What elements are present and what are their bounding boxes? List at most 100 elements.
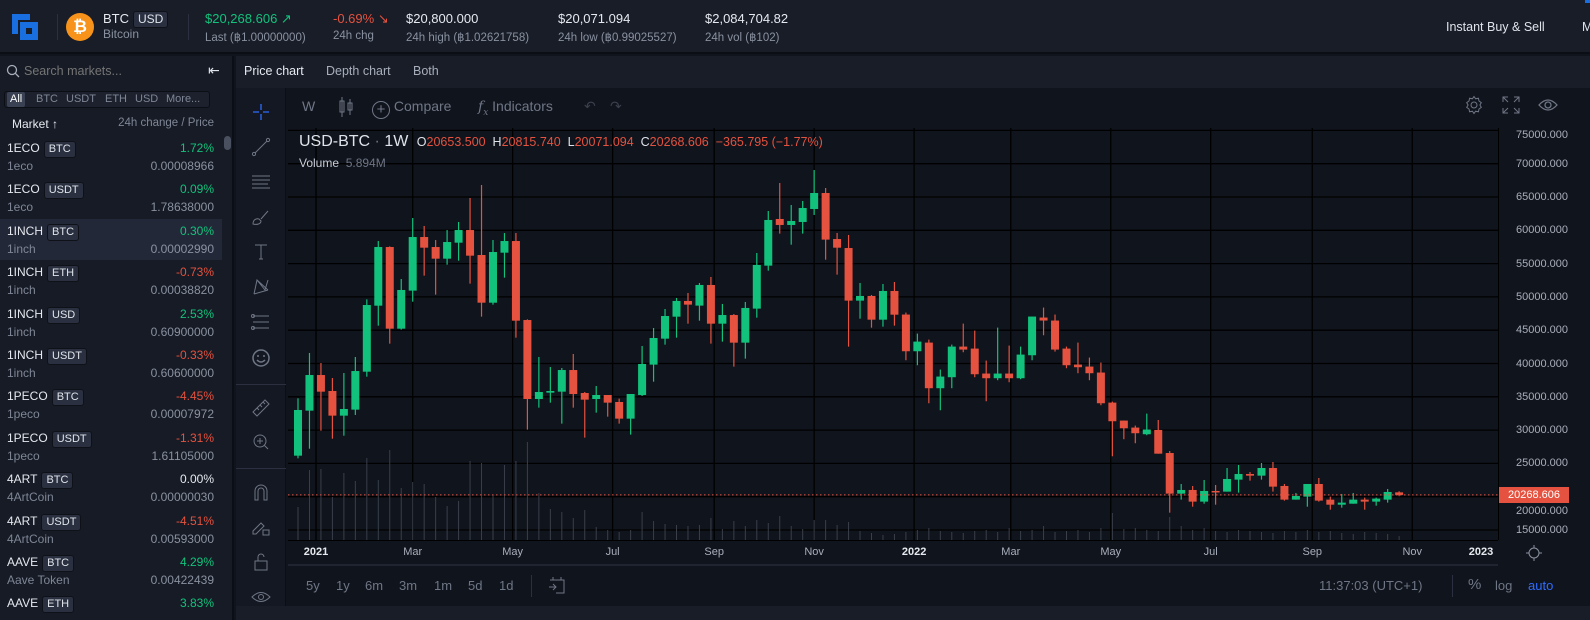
- trend-line-icon[interactable]: [249, 135, 273, 159]
- change-value: -0.69% ↘: [333, 11, 389, 26]
- filter-usd[interactable]: USD: [135, 93, 159, 105]
- candle-body: [901, 314, 910, 352]
- candle-type-icon[interactable]: [338, 96, 354, 121]
- candle-body: [833, 239, 842, 248]
- range-3m[interactable]: 3m: [399, 578, 418, 593]
- fullscreen-icon[interactable]: [1502, 96, 1520, 117]
- filter-eth[interactable]: ETH: [105, 93, 127, 105]
- legend-close: 20268.606: [649, 135, 709, 149]
- market-row[interactable]: 1PECO USDT 1peco -1.31% 1.61105000: [0, 426, 222, 467]
- auto-scale-toggle[interactable]: auto: [1528, 578, 1554, 593]
- coin-pair[interactable]: BTC USD: [103, 11, 169, 28]
- candle-body: [810, 193, 819, 209]
- indicators-button[interactable]: fx Indicators: [478, 98, 553, 118]
- market-row[interactable]: 4ART USDT 4ArtCoin -4.51% 0.00593000: [0, 509, 222, 550]
- eye-icon[interactable]: [249, 585, 273, 609]
- market-change: 3.83%: [179, 596, 214, 611]
- market-row[interactable]: 1ECO BTC 1eco 1.72% 0.00008966: [0, 136, 222, 177]
- price-tick-label: 70000.000: [1516, 157, 1568, 170]
- market-row[interactable]: 1ECO USDT 1eco 0.09% 1.78638000: [0, 177, 222, 218]
- nav-link-truncated[interactable]: M: [1582, 20, 1590, 34]
- range-5y[interactable]: 5y: [306, 578, 320, 593]
- function-icon: fx: [478, 99, 489, 118]
- candle-body: [1005, 373, 1014, 379]
- market-row[interactable]: 4ART BTC 4ArtCoin 0.00% 0.00000030: [0, 467, 222, 508]
- candle-body: [661, 316, 670, 339]
- horizontal-lines-icon[interactable]: [249, 170, 273, 194]
- range-5d[interactable]: 5d: [468, 578, 483, 593]
- go-to-date-calendar-icon[interactable]: [548, 576, 566, 597]
- time-axis[interactable]: 2021 Mar May Jul Sep Nov 2022 Mar May Jul Sep Nov 20…: [288, 540, 1498, 566]
- brush-icon[interactable]: [249, 205, 273, 229]
- collapse-sidebar-icon[interactable]: ⇤: [208, 62, 220, 78]
- candle-body: [351, 371, 360, 410]
- legend-open: 20653.500: [426, 135, 486, 149]
- undo-icon[interactable]: ↶: [584, 98, 596, 114]
- log-scale-toggle[interactable]: log: [1495, 578, 1513, 593]
- lock-drawings-icon[interactable]: [249, 515, 273, 539]
- chart-legend: USD-BTC · 1W O20653.500 H20815.740 L2007…: [299, 133, 823, 170]
- fib-levels-icon[interactable]: [249, 310, 273, 334]
- tab-price-chart[interactable]: Price chart: [244, 64, 304, 78]
- market-row[interactable]: AAVE ETH 3.83%: [0, 591, 222, 620]
- sidebar-scrollbar[interactable]: [222, 136, 232, 620]
- visibility-eye-icon[interactable]: [1538, 97, 1558, 116]
- candle-body: [557, 370, 566, 392]
- unlock-icon[interactable]: [249, 550, 273, 574]
- compare-button[interactable]: + Compare: [372, 98, 451, 119]
- market-row[interactable]: 1INCH USDT 1inch -0.33% 0.60600000: [0, 343, 222, 384]
- market-row[interactable]: AAVE BTC Aave Token 4.29% 0.00422439: [0, 550, 222, 591]
- volume-legend-label: Volume: [299, 156, 340, 170]
- text-tool-icon[interactable]: [249, 240, 273, 264]
- zoom-in-icon[interactable]: [249, 430, 273, 454]
- range-1y[interactable]: 1y: [336, 578, 350, 593]
- price-tick-label: 20000.000: [1516, 504, 1568, 517]
- axis-settings-icon[interactable]: [1524, 543, 1544, 563]
- ruler-icon[interactable]: [249, 396, 273, 420]
- filter-more[interactable]: More...: [166, 93, 201, 105]
- search-markets-input[interactable]: [24, 61, 194, 81]
- candle-body: [1016, 354, 1025, 379]
- market-price: 0.00593000: [150, 531, 214, 546]
- market-row[interactable]: 1INCH ETH 1inch -0.73% 0.00038820: [0, 260, 222, 301]
- range-6m[interactable]: 6m: [365, 578, 384, 593]
- interval-button[interactable]: W: [302, 98, 316, 114]
- sort-market-header[interactable]: Market ↑: [12, 117, 59, 131]
- instant-buy-sell-link[interactable]: Instant Buy & Sell: [1446, 20, 1545, 34]
- change-price-header[interactable]: 24h change / Price: [118, 117, 214, 129]
- market-symbol: 4ART BTC: [7, 472, 74, 490]
- tab-depth-chart[interactable]: Depth chart: [326, 64, 391, 78]
- time-tick-label: 2022: [901, 546, 927, 558]
- market-price: 0.60600000: [150, 366, 214, 380]
- filter-usdt[interactable]: USDT: [66, 93, 96, 105]
- price-tick-label: 25000.000: [1516, 457, 1568, 470]
- candle-body: [959, 346, 968, 350]
- percent-scale-toggle[interactable]: %: [1468, 576, 1482, 593]
- market-row[interactable]: 1INCH USD 1inch 2.53% 0.60900000: [0, 302, 222, 343]
- market-change: -4.45%: [175, 389, 214, 404]
- chart-tabs: Price chart Depth chart Both: [236, 56, 1590, 88]
- candlestick-chart[interactable]: [288, 128, 1498, 540]
- range-1d[interactable]: 1d: [499, 578, 514, 593]
- candle-body: [924, 342, 933, 389]
- emoji-icon[interactable]: [249, 346, 273, 370]
- candle-body: [385, 247, 394, 329]
- candle-body: [970, 348, 979, 375]
- pattern-icon[interactable]: [249, 275, 273, 299]
- market-row[interactable]: 1PECO BTC 1peco -4.45% 0.00007972: [0, 384, 222, 425]
- tab-both[interactable]: Both: [413, 64, 439, 78]
- exchange-logo-icon[interactable]: [10, 12, 40, 42]
- filter-all[interactable]: All: [7, 92, 26, 107]
- filter-btc[interactable]: BTC: [36, 93, 58, 105]
- range-1m[interactable]: 1m: [434, 578, 453, 593]
- price-chart-plot[interactable]: [288, 128, 1498, 540]
- settings-gear-icon[interactable]: [1464, 95, 1484, 118]
- candle-body: [580, 393, 589, 400]
- crosshair-icon[interactable]: [249, 100, 273, 124]
- candle-body: [1051, 320, 1060, 350]
- price-axis[interactable]: 75000.000 70000.000 65000.000 60000.000 5500…: [1498, 128, 1590, 540]
- magnet-icon[interactable]: [249, 480, 273, 504]
- volume-value: $2,084,704.82: [705, 11, 789, 26]
- redo-icon[interactable]: ↷: [610, 98, 622, 114]
- market-row[interactable]: 1INCH BTC 1inch 0.30% 0.00002990: [0, 218, 222, 260]
